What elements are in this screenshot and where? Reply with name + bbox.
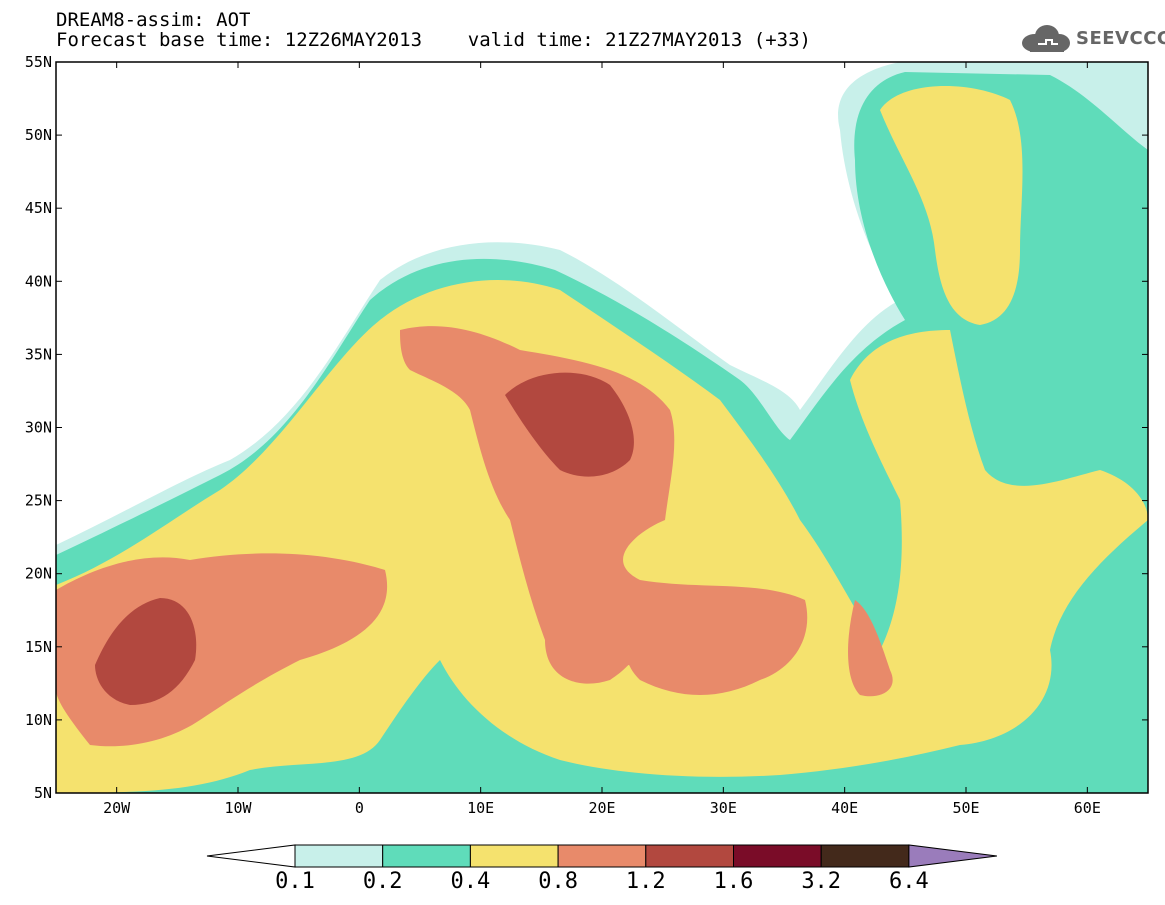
colorbar-label: 1.6 <box>713 869 754 894</box>
colorbar-label: 0.4 <box>450 869 491 894</box>
colorbar-label: 0.1 <box>275 869 315 894</box>
lon-label: 20W <box>103 799 131 817</box>
logo-text: SEEVCCC <box>1076 28 1165 49</box>
colorbar-low-arrow <box>206 844 296 868</box>
lat-label: 20N <box>25 565 52 583</box>
colorbar-segment <box>294 844 384 868</box>
lon-label: 10W <box>224 799 252 817</box>
seevccc-logo: SEEVCCC <box>1018 22 1165 56</box>
contour-1.2-sahara <box>505 372 634 477</box>
colorbar-segment <box>820 844 910 868</box>
colorbar-label: 0.2 <box>362 869 403 894</box>
title-line2: Forecast base time: 12Z26MAY2013 valid t… <box>56 29 811 51</box>
colorbar-segment <box>557 844 647 868</box>
contour-0.8-east <box>400 326 808 695</box>
lat-label: 45N <box>25 199 52 217</box>
lat-labels: 55N 50N 45N 40N 35N 30N 25N 20N 15N 10N 5N <box>25 53 52 802</box>
lon-label: 50E <box>952 799 979 817</box>
colorbar-label: 0.8 <box>538 869 578 894</box>
lat-label: 35N <box>25 345 52 363</box>
lon-labels: 20W 10W 0 10E 20E 30E 40E 50E 60E <box>103 799 1101 817</box>
lon-label: 10E <box>467 799 494 817</box>
lon-label: 40E <box>831 799 858 817</box>
lat-label: 10N <box>25 711 52 729</box>
colorbar-segment <box>645 844 734 868</box>
lat-label: 55N <box>25 53 52 71</box>
contour-0.8-horn <box>848 600 893 697</box>
lon-label: 20E <box>588 799 615 817</box>
lon-label: 60E <box>1074 799 1101 817</box>
colorbar-label: 1.2 <box>625 869 666 894</box>
cloud-icon <box>1022 25 1070 52</box>
lat-label: 50N <box>25 126 52 144</box>
colorbar-segment <box>733 844 822 868</box>
colorbar-label: 3.2 <box>801 869 842 894</box>
contour-0.4-north <box>880 86 1023 325</box>
axis-ticks <box>56 61 1148 794</box>
colorbar-high-arrow <box>908 844 997 868</box>
lon-label: 0 <box>355 799 364 817</box>
lat-label: 5N <box>34 784 52 802</box>
colorbar-segment <box>469 844 559 868</box>
title-line1: DREAM8-assim: AOT <box>56 9 251 31</box>
colorbar-label: 6.4 <box>889 869 929 894</box>
colorbar <box>206 844 997 868</box>
contour-1.2-west <box>95 598 197 705</box>
colorbar-segment <box>382 844 471 868</box>
lat-label: 15N <box>25 638 52 656</box>
aot-contours <box>56 62 1148 793</box>
lat-label: 40N <box>25 272 52 290</box>
lon-label: 30E <box>710 799 737 817</box>
lat-label: 25N <box>25 492 52 510</box>
lat-label: 30N <box>25 419 52 437</box>
